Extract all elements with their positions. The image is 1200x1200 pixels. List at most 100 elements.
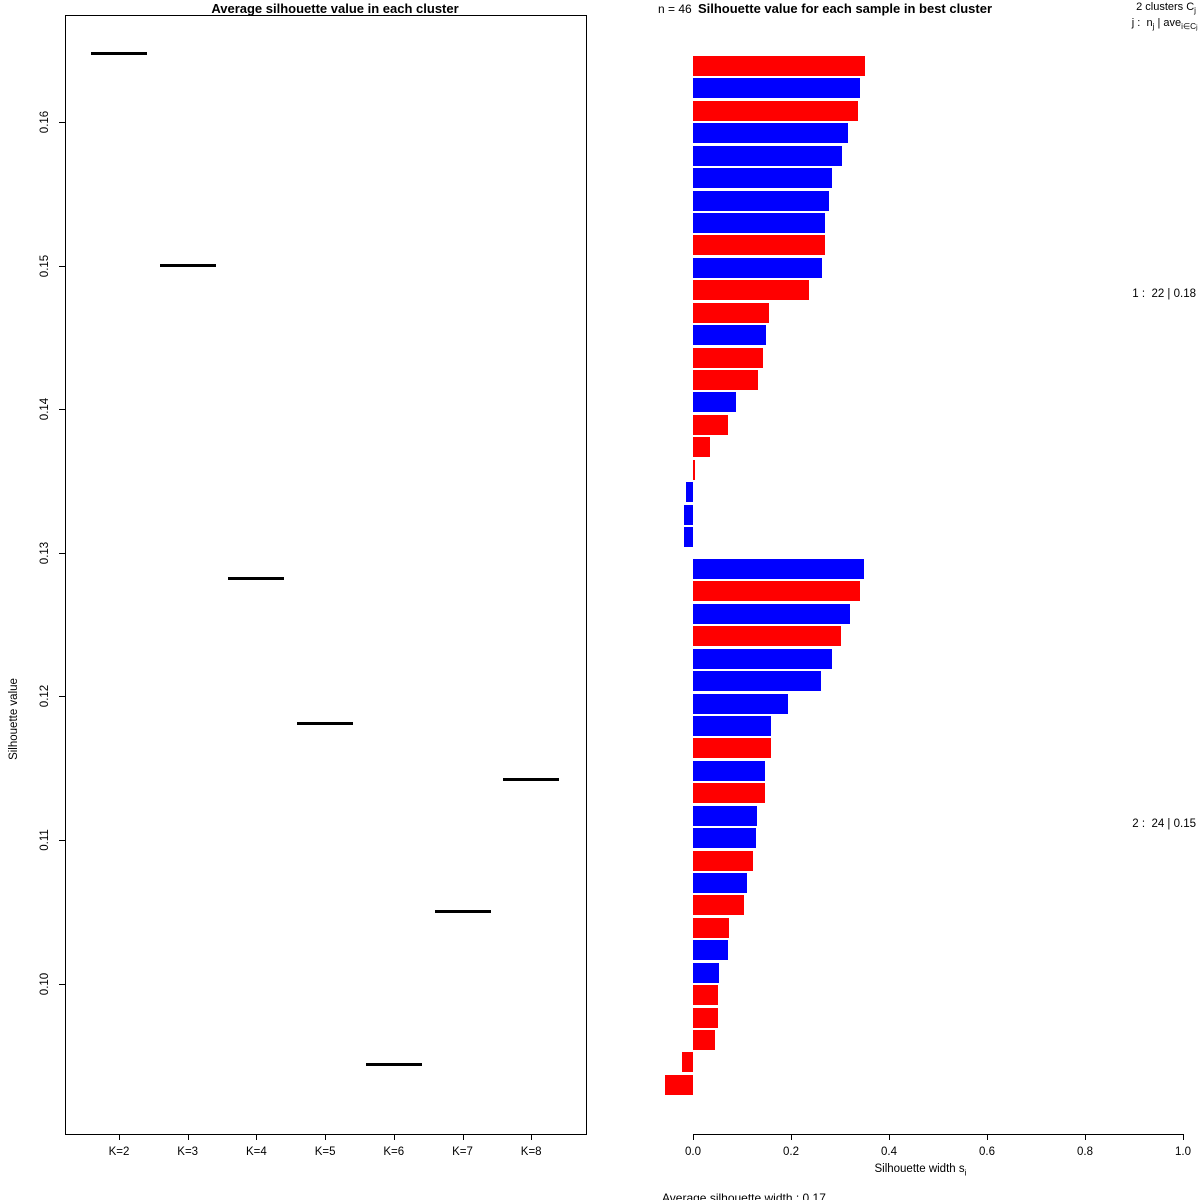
- silhouette-bar: [693, 648, 832, 669]
- silhouette-bar: [693, 190, 829, 211]
- avg-silhouette-marker: [297, 722, 354, 726]
- silhouette-bar: [693, 100, 858, 121]
- silhouette-bar: [693, 325, 766, 346]
- x-axis-tick: [393, 1134, 395, 1140]
- silhouette-bar: [684, 527, 693, 548]
- silhouette-bar: [686, 482, 693, 503]
- cluster-formula-annotation: j : nj | avei∈Cj si: [1131, 17, 1198, 32]
- silhouette-bar: [693, 693, 788, 714]
- x-axis-tick: [462, 1134, 464, 1140]
- silhouette-bar: [693, 56, 865, 76]
- cluster-1-summary-label: 1 : 22 | 0.18: [1132, 288, 1196, 300]
- silhouette-bar: [693, 257, 823, 278]
- silhouette-bar: [693, 370, 758, 391]
- avg-silhouette-marker: [159, 264, 216, 268]
- silhouette-bar: [682, 1052, 693, 1073]
- silhouette-bar: [693, 581, 861, 602]
- silhouette-bar: [693, 302, 769, 323]
- right-x-axis-tick: [791, 1134, 792, 1140]
- right-x-axis-tick: [693, 1134, 694, 1140]
- clusters-count-annotation: 2 clusters Cj: [1136, 1, 1196, 15]
- right-x-axis-tick-label: 0.0: [685, 1146, 701, 1158]
- silhouette-bar: [693, 760, 765, 781]
- silhouette-bar: [693, 123, 848, 144]
- silhouette-bar: [693, 895, 745, 916]
- right-chart-title: Silhouette value for each sample in best…: [697, 1, 993, 16]
- silhouette-bar: [693, 145, 843, 166]
- cluster-2-summary-label: 2 : 24 | 0.15: [1132, 818, 1196, 830]
- avg-silhouette-marker: [503, 778, 560, 782]
- clusters-count-text: 2 clusters C: [1136, 1, 1195, 13]
- silhouette-bar: [693, 1030, 715, 1051]
- left-chart-title: Average silhouette value in each cluster: [211, 1, 459, 16]
- x-axis-tick-label: K=2: [108, 1146, 130, 1158]
- silhouette-bar: [693, 414, 728, 435]
- avg-silhouette-marker: [365, 1062, 422, 1066]
- right-x-axis-tick-label: 0.2: [783, 1146, 799, 1158]
- right-x-axis-tick: [889, 1134, 890, 1140]
- silhouette-bar: [693, 940, 728, 961]
- silhouette-bar: [693, 626, 842, 647]
- silhouette-bar: [684, 504, 693, 525]
- right-x-axis-tick: [987, 1134, 988, 1140]
- x-axis-tick: [187, 1134, 189, 1140]
- clusters-count-sub: j: [1194, 6, 1196, 16]
- silhouette-bar: [693, 873, 747, 894]
- x-axis-tick: [531, 1134, 533, 1140]
- silhouette-bar: [693, 783, 765, 804]
- silhouette-bar: [693, 671, 821, 692]
- silhouette-bar: [693, 78, 860, 99]
- right-x-axis-tick: [1085, 1134, 1086, 1140]
- y-axis-tick: [59, 696, 65, 698]
- silhouette-bar: [693, 280, 809, 301]
- right-x-axis-tick: [1183, 1134, 1184, 1140]
- y-axis-tick: [59, 552, 65, 554]
- avg-silhouette-marker: [228, 577, 285, 581]
- right-x-axis-line: [693, 1134, 1183, 1135]
- silhouette-bar: [693, 603, 850, 624]
- silhouette-bar: [693, 1007, 718, 1028]
- right-x-axis-tick-label: 0.4: [881, 1146, 897, 1158]
- silhouette-bar: [693, 738, 771, 759]
- avg-silhouette-marker: [91, 51, 147, 55]
- silhouette-bar: [693, 235, 825, 256]
- x-axis-tick-label: K=8: [520, 1146, 542, 1158]
- silhouette-bar: [693, 828, 756, 849]
- x-axis-tick-label: K=3: [177, 1146, 199, 1158]
- avg-silhouette-marker: [434, 910, 491, 914]
- silhouette-bar: [693, 850, 753, 871]
- silhouette-bar: [693, 805, 757, 826]
- silhouette-bar: [693, 168, 833, 189]
- x-axis-tick-label: K=4: [245, 1146, 267, 1158]
- right-x-axis-tick-label: 1.0: [1175, 1146, 1191, 1158]
- silhouette-bar: [693, 716, 771, 736]
- right-x-axis-label: Silhouette width si: [874, 1163, 967, 1178]
- x-axis-tick: [119, 1134, 120, 1140]
- x-axis-tick-label: K=7: [452, 1146, 473, 1158]
- x-axis-tick: [256, 1134, 258, 1140]
- silhouette-bar: [693, 917, 729, 938]
- right-x-axis-tick-label: 0.8: [1077, 1146, 1093, 1158]
- silhouette-bar: [693, 559, 864, 579]
- y-axis-tick: [59, 983, 65, 985]
- silhouette-bar: [693, 347, 764, 368]
- n-samples-label: n = 46: [658, 2, 692, 16]
- right-x-axis-tick-label: 0.6: [979, 1146, 995, 1158]
- silhouette-bar: [693, 459, 695, 480]
- x-axis-tick: [325, 1134, 327, 1140]
- silhouette-bar: [664, 1074, 693, 1095]
- silhouette-bar: [693, 437, 710, 458]
- silhouette-bar: [693, 962, 720, 983]
- silhouette-bar: [693, 985, 719, 1006]
- y-axis-tick: [59, 409, 65, 411]
- x-axis-tick-label: K=6: [383, 1146, 405, 1158]
- x-axis-tick-label: K=5: [314, 1146, 336, 1158]
- y-axis-tick: [59, 840, 65, 841]
- y-axis-tick: [59, 265, 65, 267]
- y-axis-tick: [59, 122, 65, 123]
- average-silhouette-width-subtitle: Average silhouette width : 0.17: [662, 1191, 826, 1200]
- silhouette-bar: [693, 392, 736, 413]
